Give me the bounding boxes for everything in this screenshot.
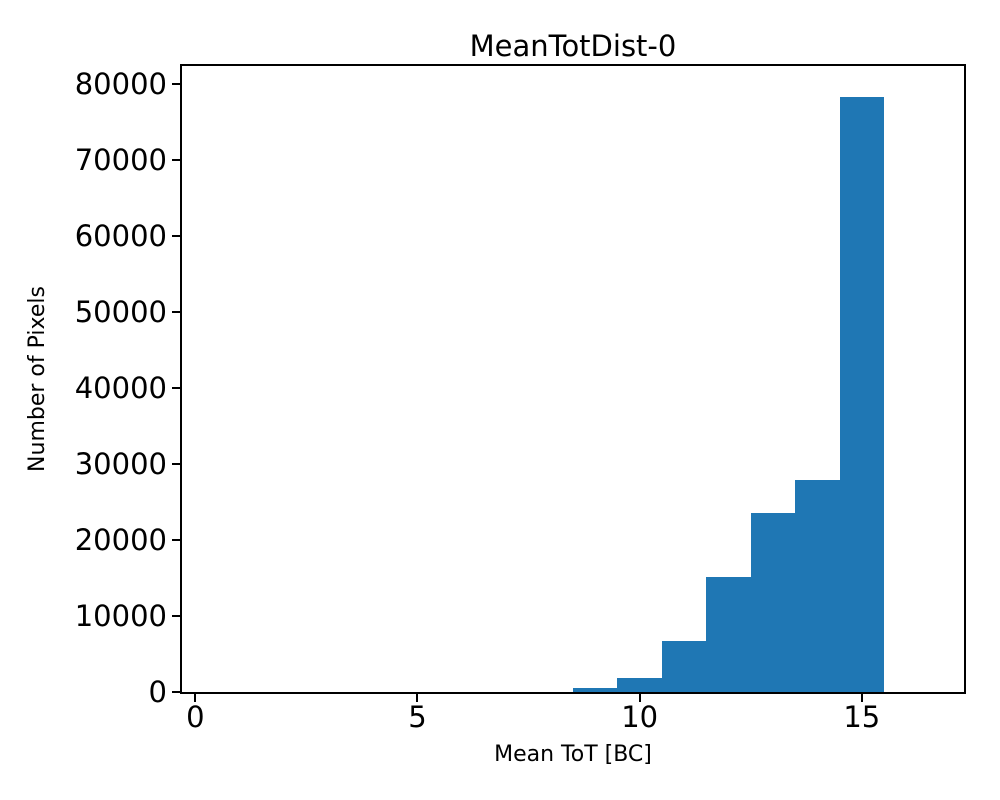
y-tick-label: 50000 bbox=[74, 295, 167, 330]
histogram-bar bbox=[839, 97, 884, 692]
y-tick-label: 40000 bbox=[74, 371, 167, 406]
y-tick-mark bbox=[172, 235, 180, 238]
histogram-bar bbox=[795, 480, 840, 692]
y-tick-mark bbox=[172, 615, 180, 618]
y-tick-label: 10000 bbox=[74, 599, 167, 634]
histogram-bar bbox=[617, 677, 662, 692]
y-tick-mark bbox=[172, 691, 180, 693]
histogram-bar bbox=[750, 512, 796, 692]
plot-area bbox=[180, 64, 966, 694]
x-tick-mark bbox=[638, 694, 641, 702]
y-tick-label: 20000 bbox=[74, 523, 167, 558]
x-tick-mark bbox=[860, 694, 863, 702]
x-tick-mark bbox=[416, 694, 419, 702]
x-axis-label: Mean ToT [BC] bbox=[494, 742, 652, 767]
chart-title: MeanTotDist-0 bbox=[469, 29, 677, 63]
x-tick-label: 10 bbox=[621, 700, 659, 734]
y-tick-mark bbox=[172, 539, 180, 542]
y-tick-mark bbox=[172, 311, 180, 314]
y-tick-label: 30000 bbox=[74, 447, 167, 482]
y-tick-label: 80000 bbox=[74, 67, 167, 102]
x-tick-label: 15 bbox=[843, 700, 881, 734]
histogram-bar bbox=[661, 641, 707, 692]
y-tick-label: 70000 bbox=[74, 143, 167, 178]
y-tick-mark bbox=[172, 463, 180, 466]
y-tick-label: 0 bbox=[148, 675, 167, 709]
x-tick-label: 0 bbox=[186, 700, 205, 734]
y-tick-mark bbox=[172, 159, 180, 162]
y-tick-label: 60000 bbox=[74, 219, 167, 254]
y-tick-mark bbox=[172, 83, 180, 86]
histogram-bar bbox=[573, 688, 618, 692]
histogram-bar bbox=[706, 577, 751, 692]
y-tick-mark bbox=[172, 387, 180, 390]
x-tick-label: 5 bbox=[408, 700, 427, 734]
x-tick-mark bbox=[194, 694, 197, 702]
